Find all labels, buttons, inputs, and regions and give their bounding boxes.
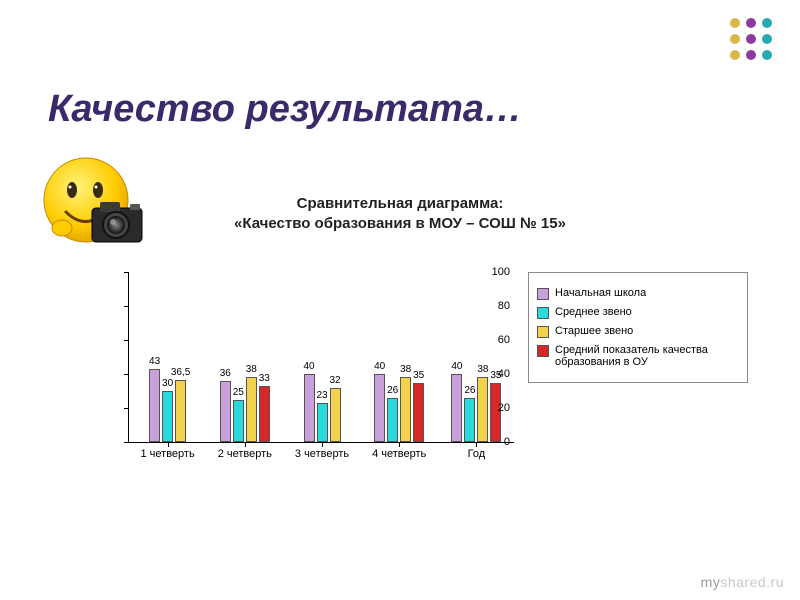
legend-item: Старшее звено [537, 325, 739, 338]
bar [477, 377, 488, 442]
y-tick-label: 100 [492, 266, 510, 278]
legend-swatch [537, 288, 549, 300]
chart-plot-area: 1 четверть433036,52 четверть362538333 че… [128, 272, 514, 443]
bar-value-label: 40 [303, 361, 314, 372]
x-category-label: 4 четверть [372, 448, 426, 460]
bar-value-label: 33 [259, 373, 270, 384]
bar [220, 381, 231, 442]
bar-value-label: 25 [233, 387, 244, 398]
subtitle-line-2: «Качество образования в МОУ – СОШ № 15» [234, 215, 566, 232]
bar [317, 403, 328, 442]
y-tick-label: 80 [498, 300, 510, 312]
page-title: Качество результата… [48, 88, 522, 131]
bar [246, 377, 257, 442]
legend-swatch [537, 345, 549, 357]
bar-value-label: 32 [329, 375, 340, 386]
bar [387, 398, 398, 442]
bar [413, 383, 424, 443]
bar-value-label: 40 [374, 361, 385, 372]
bar-value-label: 26 [387, 385, 398, 396]
legend-item: Среднее звено [537, 306, 739, 319]
bar-value-label: 36 [220, 368, 231, 379]
y-tick-label: 40 [498, 368, 510, 380]
y-tick-label: 20 [498, 402, 510, 414]
bar [162, 391, 173, 442]
legend-item: Начальная школа [537, 287, 739, 300]
chart-legend: Начальная школа Среднее звено Старшее звен… [528, 272, 748, 383]
bar-value-label: 40 [451, 361, 462, 372]
watermark-suffix: shared.ru [720, 574, 784, 590]
x-category-label: 1 четверть [141, 448, 195, 460]
watermark: myshared.ru [701, 574, 784, 590]
legend-label: Среднее звено [555, 306, 632, 318]
legend-label: Старшее звено [555, 325, 633, 337]
comparison-bar-chart: 1 четверть433036,52 четверть362538333 че… [94, 272, 514, 466]
legend-item: Средний показатель качества образования … [537, 344, 739, 368]
y-tick-label: 0 [504, 436, 510, 448]
x-category-label: 3 четверть [295, 448, 349, 460]
x-category-label: Год [468, 448, 486, 460]
bar [400, 377, 411, 442]
bar-value-label: 26 [464, 385, 475, 396]
bar-value-label: 30 [162, 378, 173, 389]
bar [374, 374, 385, 442]
bar-value-label: 38 [246, 364, 257, 375]
corner-dots-decoration [730, 18, 772, 66]
bar [259, 386, 270, 442]
x-category-label: 2 четверть [218, 448, 272, 460]
legend-label: Начальная школа [555, 287, 646, 299]
y-tick-label: 60 [498, 334, 510, 346]
legend-label: Средний показатель качества образования … [555, 344, 739, 368]
legend-swatch [537, 326, 549, 338]
smiley-camera-icon [34, 150, 154, 260]
bar [233, 400, 244, 443]
bar [149, 369, 160, 442]
subtitle-line-1: Сравнительная диаграмма: [297, 195, 504, 212]
watermark-prefix: my [701, 574, 721, 590]
bar-value-label: 38 [477, 364, 488, 375]
bar [464, 398, 475, 442]
bar [304, 374, 315, 442]
chart-subtitle: Сравнительная диаграмма: «Качество образ… [160, 194, 640, 235]
bar [330, 388, 341, 442]
bar [175, 380, 186, 442]
bar-value-label: 38 [400, 364, 411, 375]
bar-value-label: 36,5 [171, 367, 190, 378]
bar-value-label: 35 [413, 370, 424, 381]
bar-value-label: 23 [316, 390, 327, 401]
bar-value-label: 43 [149, 356, 160, 367]
bar [451, 374, 462, 442]
legend-swatch [537, 307, 549, 319]
